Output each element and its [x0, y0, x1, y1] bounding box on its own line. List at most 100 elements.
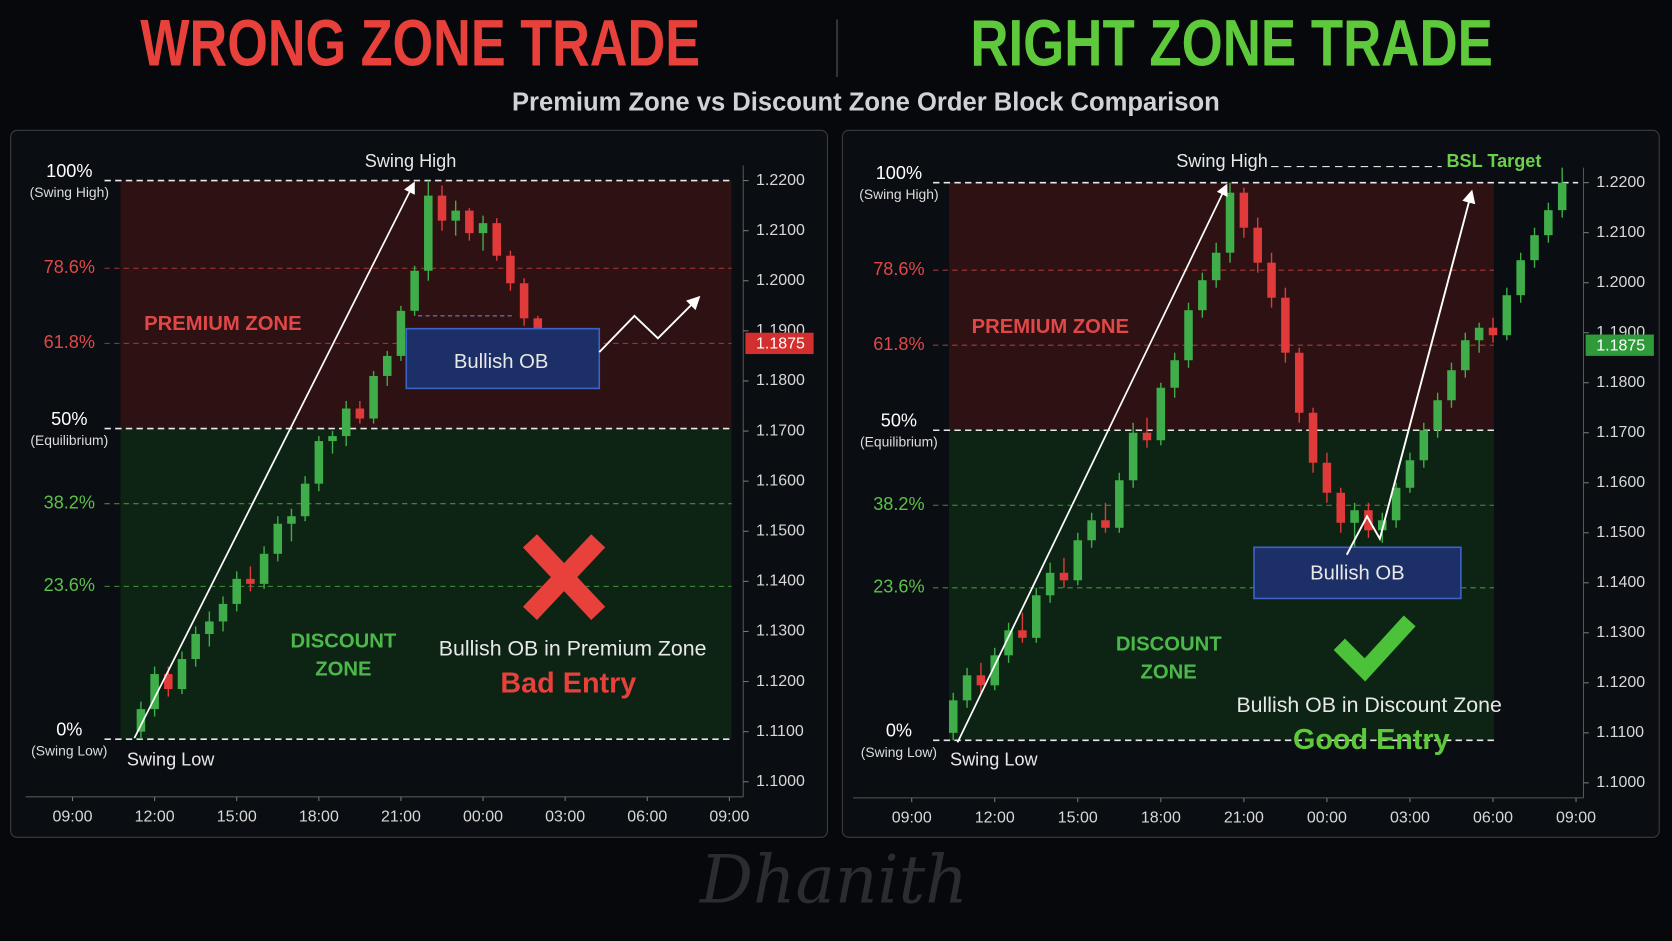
candle-body	[1142, 432, 1152, 441]
candle-body	[328, 436, 337, 442]
candle-body	[1045, 572, 1055, 596]
candle-body	[1433, 400, 1442, 431]
x-tick-label: 00:00	[1307, 809, 1347, 826]
order-block-label: Bullish OB	[1310, 562, 1405, 584]
y-tick-label: 1.1800	[1596, 374, 1645, 391]
left-title: WRONG ZONE TRADE	[140, 7, 700, 81]
candle-body	[246, 578, 255, 584]
x-tick-label: 03:00	[1390, 809, 1430, 826]
candle-body	[424, 195, 433, 271]
candle-body	[1032, 595, 1041, 638]
candle-body	[1447, 370, 1456, 401]
fib-label: 23.6%	[44, 575, 95, 595]
candle-body	[1004, 630, 1013, 656]
candle-body	[1488, 327, 1498, 336]
projection-arrow	[598, 295, 701, 353]
annotations: Swing High Swing Low Bullish OB Bullish …	[127, 151, 1542, 769]
candle-body	[164, 674, 173, 690]
fib-label: 38.2%	[44, 492, 95, 512]
entry-label: Good Entry	[1293, 724, 1450, 756]
candle-body	[451, 210, 460, 221]
candle-body	[1101, 520, 1110, 528]
candle-body	[1308, 412, 1318, 463]
x-tick-label: 12:00	[135, 808, 175, 825]
y-tick-label: 1.1600	[1596, 474, 1645, 491]
zone-label: DISCOUNT	[1116, 634, 1222, 656]
y-tick-label: 1.1500	[1596, 524, 1645, 541]
candle-body	[1502, 295, 1512, 336]
fib-label: 100%	[46, 161, 92, 181]
fib-label: 61.8%	[873, 334, 924, 354]
fib-note: (Swing Low)	[31, 743, 107, 759]
candle-body	[1322, 462, 1332, 493]
x-tick-label: 21:00	[381, 808, 421, 825]
swing-arrow	[133, 181, 415, 739]
target-label: BSL Target	[1446, 151, 1541, 171]
candle-body	[1557, 182, 1567, 211]
candle-body	[1184, 310, 1193, 361]
candle-body	[177, 659, 187, 690]
y-tick-label: 1.2200	[1596, 174, 1645, 191]
candle-body	[205, 621, 214, 634]
watermark: Dhanith	[699, 841, 968, 918]
x-tick-label: 15:00	[1058, 809, 1098, 826]
fib-note: (Swing High)	[30, 184, 109, 200]
y-tick-label: 1.1800	[756, 372, 805, 389]
x-tick-label: 09:00	[1556, 809, 1596, 826]
y-tick-label: 1.1300	[1596, 624, 1645, 641]
entry-label: Bad Entry	[500, 667, 636, 699]
candle-body	[990, 655, 1000, 686]
verdict-label: Bullish OB in Premium Zone	[439, 636, 707, 660]
y-tick-label: 1.1700	[756, 422, 805, 439]
candle-body	[1087, 520, 1096, 541]
candle-body	[1294, 352, 1304, 413]
candle-body	[273, 523, 283, 554]
fib-label: 0%	[886, 721, 912, 741]
candle-body	[369, 375, 378, 419]
candle-body	[1530, 235, 1539, 261]
candle-body	[1267, 262, 1276, 298]
y-tick-label: 1.2000	[756, 272, 805, 289]
order-block	[405, 327, 601, 390]
candle-body	[1336, 492, 1346, 523]
candle-body	[232, 578, 241, 604]
candle-body	[1018, 630, 1027, 638]
candle-body	[437, 195, 447, 221]
x-tick-label: 18:00	[1141, 809, 1181, 826]
check-icon	[1333, 615, 1416, 682]
candle-body	[1474, 327, 1484, 341]
fib-label: 61.8%	[44, 332, 95, 352]
candle-body	[976, 675, 986, 686]
candle-body	[218, 603, 228, 622]
zone	[120, 428, 732, 740]
projection-arrow	[1345, 189, 1476, 556]
candle-body	[1073, 540, 1083, 581]
x-tick-label: 12:00	[975, 809, 1015, 826]
left-chart: PREMIUM ZONE DISCOUNT ZONE 1.1000 1.1100 1.12…	[25, 161, 814, 825]
y-tick-label: 1.2100	[1596, 224, 1645, 241]
y-tick-label: 1.1400	[756, 573, 805, 590]
candle-body	[1391, 487, 1401, 521]
order-block-label: Bullish OB	[454, 351, 549, 373]
candle-body	[519, 283, 529, 319]
zone	[949, 182, 1494, 431]
y-tick-label: 1.1000	[1596, 774, 1645, 791]
candle-body	[1350, 510, 1359, 523]
zone-label: PREMIUM ZONE	[972, 316, 1130, 338]
candle-body	[533, 318, 543, 336]
candle-body	[1405, 460, 1415, 488]
candle-body	[1128, 432, 1138, 481]
x-tick-label: 18:00	[299, 808, 339, 825]
price-tag	[1585, 334, 1654, 356]
candle-body	[478, 223, 488, 234]
candle-body	[1211, 252, 1221, 281]
fib-label: 78.6%	[873, 259, 924, 279]
fib-label: 50%	[51, 409, 87, 429]
candle-body	[1253, 227, 1262, 263]
swing-arrow	[956, 183, 1228, 743]
x-tick-label: 06:00	[1473, 809, 1513, 826]
price-tag-label: 1.1875	[756, 336, 805, 353]
y-tick-label: 1.1700	[1596, 424, 1645, 441]
candle-body	[1281, 297, 1290, 353]
y-tick-label: 1.2200	[756, 172, 805, 189]
